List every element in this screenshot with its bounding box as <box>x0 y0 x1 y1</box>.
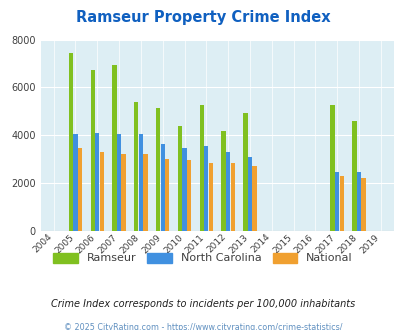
Bar <box>243 113 247 231</box>
Bar <box>156 108 160 231</box>
Bar <box>182 148 186 231</box>
Bar <box>351 121 356 231</box>
Bar <box>121 154 126 231</box>
Bar <box>334 172 339 231</box>
Bar <box>230 163 234 231</box>
Text: Ramseur Property Crime Index: Ramseur Property Crime Index <box>75 10 330 25</box>
Bar <box>177 126 182 231</box>
Bar <box>78 148 82 231</box>
Bar <box>252 166 256 231</box>
Bar <box>117 134 121 231</box>
Bar <box>160 144 164 231</box>
Text: © 2025 CityRating.com - https://www.cityrating.com/crime-statistics/: © 2025 CityRating.com - https://www.city… <box>64 323 341 330</box>
Bar <box>134 102 138 231</box>
Bar <box>208 163 213 231</box>
Bar <box>330 105 334 231</box>
Bar <box>339 176 343 231</box>
Bar <box>143 154 147 231</box>
Bar <box>356 172 360 231</box>
Bar <box>221 130 225 231</box>
Bar <box>68 53 73 231</box>
Bar <box>247 157 252 231</box>
Bar <box>199 105 203 231</box>
Legend: Ramseur, North Carolina, National: Ramseur, North Carolina, National <box>50 249 355 267</box>
Bar <box>73 134 77 231</box>
Bar <box>186 160 191 231</box>
Bar <box>139 134 143 231</box>
Bar <box>165 159 169 231</box>
Bar <box>100 152 104 231</box>
Bar <box>95 133 99 231</box>
Bar <box>204 146 208 231</box>
Bar <box>360 178 365 231</box>
Bar <box>225 152 230 231</box>
Bar <box>90 70 95 231</box>
Bar <box>112 65 116 231</box>
Text: Crime Index corresponds to incidents per 100,000 inhabitants: Crime Index corresponds to incidents per… <box>51 299 354 309</box>
